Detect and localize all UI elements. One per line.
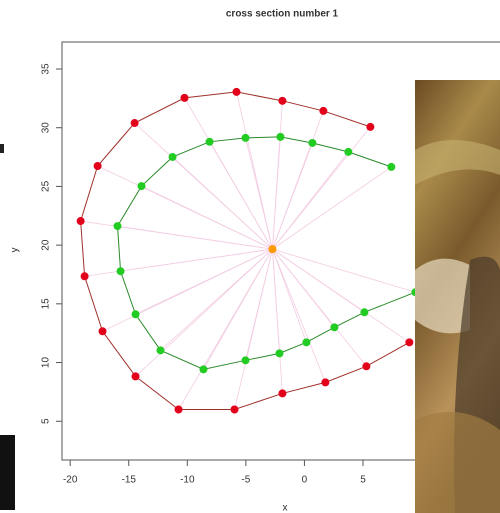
spoke: [272, 249, 415, 292]
y-tick-label: 30: [41, 122, 52, 134]
point: [366, 123, 374, 131]
point: [330, 323, 338, 331]
point: [308, 139, 316, 147]
y-tick-label: 20: [41, 239, 52, 251]
point: [242, 134, 250, 142]
point: [77, 217, 85, 225]
overlay-frame: [0, 435, 15, 510]
point: [278, 97, 286, 105]
point: [206, 138, 214, 146]
chart-title: cross section number 1: [226, 9, 339, 20]
center-point: [268, 245, 276, 253]
point: [81, 272, 89, 280]
page: cross section number 1 y x -20 -15 -10 -5 0 5…: [0, 0, 500, 513]
spoke: [272, 137, 280, 249]
y-tick-label: 35: [41, 63, 52, 75]
spoke: [272, 249, 364, 312]
x-tick-label: 5: [360, 475, 366, 486]
point: [180, 94, 188, 102]
point: [114, 222, 122, 230]
overlay-image: [415, 80, 500, 513]
point: [276, 133, 284, 141]
spoke: [272, 249, 334, 327]
point: [344, 148, 352, 156]
point: [175, 406, 183, 414]
point: [156, 346, 164, 354]
chart: cross section number 1 y x -20 -15 -10 -5 0 5…: [0, 0, 500, 513]
point: [132, 310, 140, 318]
point: [242, 356, 250, 364]
spoke: [203, 249, 272, 369]
point: [405, 338, 413, 346]
point: [321, 378, 329, 386]
y-tick-label: 25: [41, 180, 52, 192]
x-axis-label: x: [283, 503, 288, 513]
spoke: [246, 138, 273, 249]
y-tick-label: 10: [41, 357, 52, 369]
spoke: [246, 249, 273, 360]
y-tick-label: 15: [41, 298, 52, 310]
x-tick-label: -10: [180, 475, 195, 486]
series-line: [118, 137, 416, 369]
spoke: [272, 152, 348, 249]
point: [99, 327, 107, 335]
x-tick-label: 0: [302, 475, 308, 486]
data-layer: [77, 88, 420, 414]
point: [138, 182, 146, 190]
point: [360, 308, 368, 316]
point: [94, 162, 102, 170]
x-tick-label: -15: [122, 475, 137, 486]
point: [278, 389, 286, 397]
point: [231, 406, 239, 414]
point: [131, 119, 139, 127]
point: [232, 88, 240, 96]
overlay-mark: [0, 144, 4, 153]
y-tick-label: 5: [41, 418, 52, 424]
y-axis-label: y: [10, 248, 21, 253]
x-tick-label: -5: [241, 475, 250, 486]
spoke: [173, 157, 273, 249]
point: [319, 107, 327, 115]
spoke: [272, 167, 391, 249]
spoke: [160, 249, 272, 350]
point: [199, 365, 207, 373]
point: [362, 362, 370, 370]
point: [302, 338, 310, 346]
point: [275, 349, 283, 357]
point: [117, 267, 125, 275]
x-tick-label: -20: [63, 475, 78, 486]
point: [169, 153, 177, 161]
point: [387, 163, 395, 171]
point: [132, 372, 140, 380]
spoke: [210, 142, 273, 249]
